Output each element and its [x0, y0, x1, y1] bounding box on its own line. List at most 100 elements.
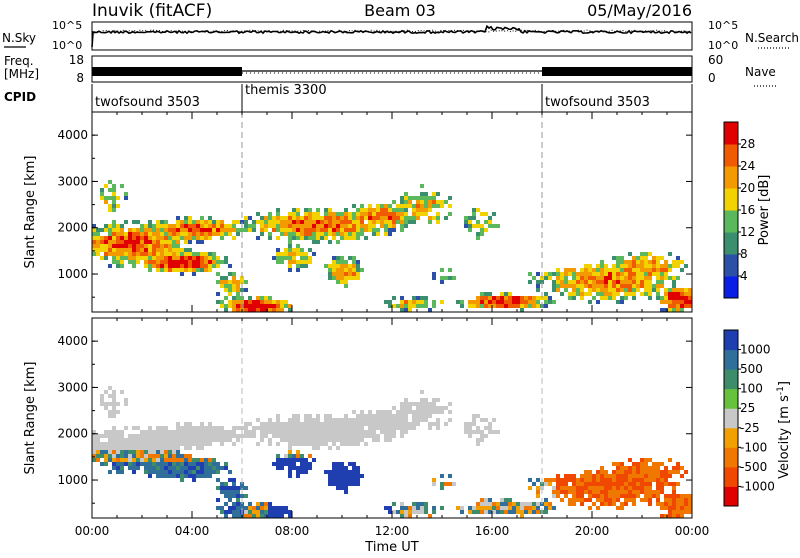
- velocity-cell: [108, 470, 112, 474]
- power-cell: [392, 304, 396, 308]
- velocity-cell: [324, 414, 328, 418]
- freq-bar-segment-3: [542, 67, 692, 76]
- velocity-cell: [324, 442, 328, 446]
- power-cell: [212, 264, 216, 268]
- velocity-cell: [484, 506, 488, 510]
- velocity-cell: [228, 430, 232, 434]
- velocity-colorbar-tick-label: -25: [740, 421, 760, 435]
- velocity-cell: [228, 494, 232, 498]
- velocity-cell: [308, 434, 312, 438]
- velocity-cell: [344, 442, 348, 446]
- power-cell: [332, 236, 336, 240]
- power-cell: [132, 240, 136, 244]
- velocity-cell: [608, 474, 612, 478]
- power-cell: [660, 272, 664, 276]
- power-cell: [576, 280, 580, 284]
- velocity-cell: [348, 474, 352, 478]
- power-cell: [336, 280, 340, 284]
- power-cell: [672, 260, 676, 264]
- velocity-cell: [168, 430, 172, 434]
- velocity-cell: [356, 470, 360, 474]
- power-cell: [208, 228, 212, 232]
- velocity-cell: [600, 482, 604, 486]
- velocity-cell: [348, 426, 352, 430]
- velocity-cell: [556, 478, 560, 482]
- velocity-cell: [352, 482, 356, 486]
- power-cell: [656, 296, 660, 300]
- velocity-cell: [640, 470, 644, 474]
- velocity-cell: [376, 438, 380, 442]
- velocity-cell: [168, 462, 172, 466]
- power-cell: [372, 228, 376, 232]
- power-cell: [276, 248, 280, 252]
- power-cell: [416, 296, 420, 300]
- power-cell: [276, 260, 280, 264]
- velocity-cell: [592, 486, 596, 490]
- power-cell: [328, 220, 332, 224]
- velocity-cell: [524, 506, 528, 510]
- velocity-cell: [144, 454, 148, 458]
- velocity-cell: [612, 502, 616, 506]
- velocity-cell: [148, 426, 152, 430]
- power-cell: [120, 248, 124, 252]
- velocity-cell: [660, 478, 664, 482]
- velocity-cell: [156, 434, 160, 438]
- velocity-cell: [280, 438, 284, 442]
- velocity-cell: [328, 482, 332, 486]
- power-cell: [292, 220, 296, 224]
- power-cell: [564, 288, 568, 292]
- velocity-cell: [352, 434, 356, 438]
- velocity-cell: [632, 478, 636, 482]
- velocity-cell: [412, 410, 416, 414]
- power-cell: [164, 248, 168, 252]
- power-cell: [276, 300, 280, 304]
- velocity-cell: [464, 426, 468, 430]
- power-cell: [360, 216, 364, 220]
- power-cell: [192, 220, 196, 224]
- power-cell: [368, 212, 372, 216]
- velocity-cell: [200, 474, 204, 478]
- power-cell: [280, 300, 284, 304]
- power-cell: [300, 236, 304, 240]
- power-cell: [664, 308, 668, 312]
- velocity-cell: [388, 510, 392, 514]
- velocity-cell: [336, 466, 340, 470]
- velocity-cell: [552, 486, 556, 490]
- velocity-cell: [308, 418, 312, 422]
- velocity-cell: [332, 434, 336, 438]
- power-cell: [572, 284, 576, 288]
- power-cell: [408, 308, 412, 312]
- velocity-cell: [408, 514, 412, 518]
- velocity-cell: [164, 474, 168, 478]
- velocity-cell: [620, 474, 624, 478]
- power-cell: [352, 216, 356, 220]
- power-cell: [332, 256, 336, 260]
- power-cell: [344, 208, 348, 212]
- power-cell: [576, 284, 580, 288]
- power-cell: [344, 284, 348, 288]
- velocity-cell: [280, 514, 284, 518]
- velocity-cell: [552, 490, 556, 494]
- velocity-cell: [372, 418, 376, 422]
- power-colorbar-swatch: [724, 232, 738, 255]
- velocity-cell: [308, 426, 312, 430]
- power-cell: [320, 220, 324, 224]
- velocity-colorbar-swatch: [724, 447, 738, 468]
- power-cell: [464, 216, 468, 220]
- power-cell: [108, 240, 112, 244]
- velocity-cell: [388, 410, 392, 414]
- velocity-cell: [172, 474, 176, 478]
- velocity-cell: [604, 486, 608, 490]
- power-cell: [184, 268, 188, 272]
- velocity-cell: [212, 458, 216, 462]
- velocity-cell: [200, 470, 204, 474]
- velocity-cell: [496, 506, 500, 510]
- power-cell: [384, 232, 388, 236]
- velocity-cell: [472, 430, 476, 434]
- velocity-cell: [648, 470, 652, 474]
- power-cell: [348, 228, 352, 232]
- velocity-cell: [224, 462, 228, 466]
- power-cell: [196, 236, 200, 240]
- power-cell: [372, 208, 376, 212]
- power-cell: [636, 280, 640, 284]
